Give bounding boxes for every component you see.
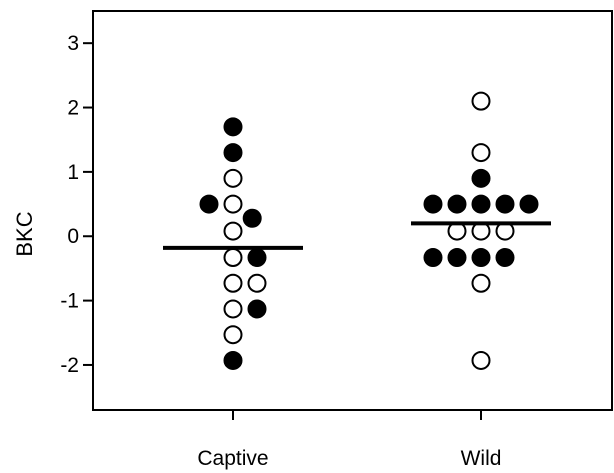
open-point [223,273,243,293]
open-point [471,143,491,163]
filled-point [242,208,262,228]
mean-lines [163,221,551,250]
filled-point [223,350,243,370]
y-tick-label: -1 [60,290,79,313]
open-point [471,350,491,370]
filled-point [223,143,243,163]
y-axis-label: BKC [12,211,37,256]
y-tick-label: 3 [67,32,79,55]
x-axis: Captive Wild [197,410,501,470]
filled-point [247,247,267,267]
y-axis: -2 -1 0 1 2 3 [60,32,93,377]
filled-point [471,168,491,188]
y-tick-label: 1 [67,161,79,184]
filled-point [247,299,267,319]
filled-point [495,247,515,267]
filled-point [471,194,491,214]
filled-point [447,194,467,214]
filled-point [519,194,539,214]
y-tick-label: 0 [67,225,79,248]
filled-point [423,247,443,267]
x-tick-label: Captive [197,447,268,470]
open-point [223,168,243,188]
plot-frame [92,10,613,411]
filled-point [471,247,491,267]
filled-point [447,247,467,267]
filled-point [495,194,515,214]
data-points [199,91,539,370]
filled-point [199,194,219,214]
open-point [223,325,243,345]
open-point [471,273,491,293]
y-tick-label: -2 [60,354,79,377]
open-point [471,91,491,111]
open-point [223,194,243,214]
open-point [223,299,243,319]
filled-point [423,194,443,214]
filled-point [223,117,243,137]
open-point [223,221,243,241]
x-tick-label: Wild [461,447,502,470]
open-point [247,273,267,293]
open-point [223,247,243,267]
y-tick-label: 2 [67,97,79,120]
